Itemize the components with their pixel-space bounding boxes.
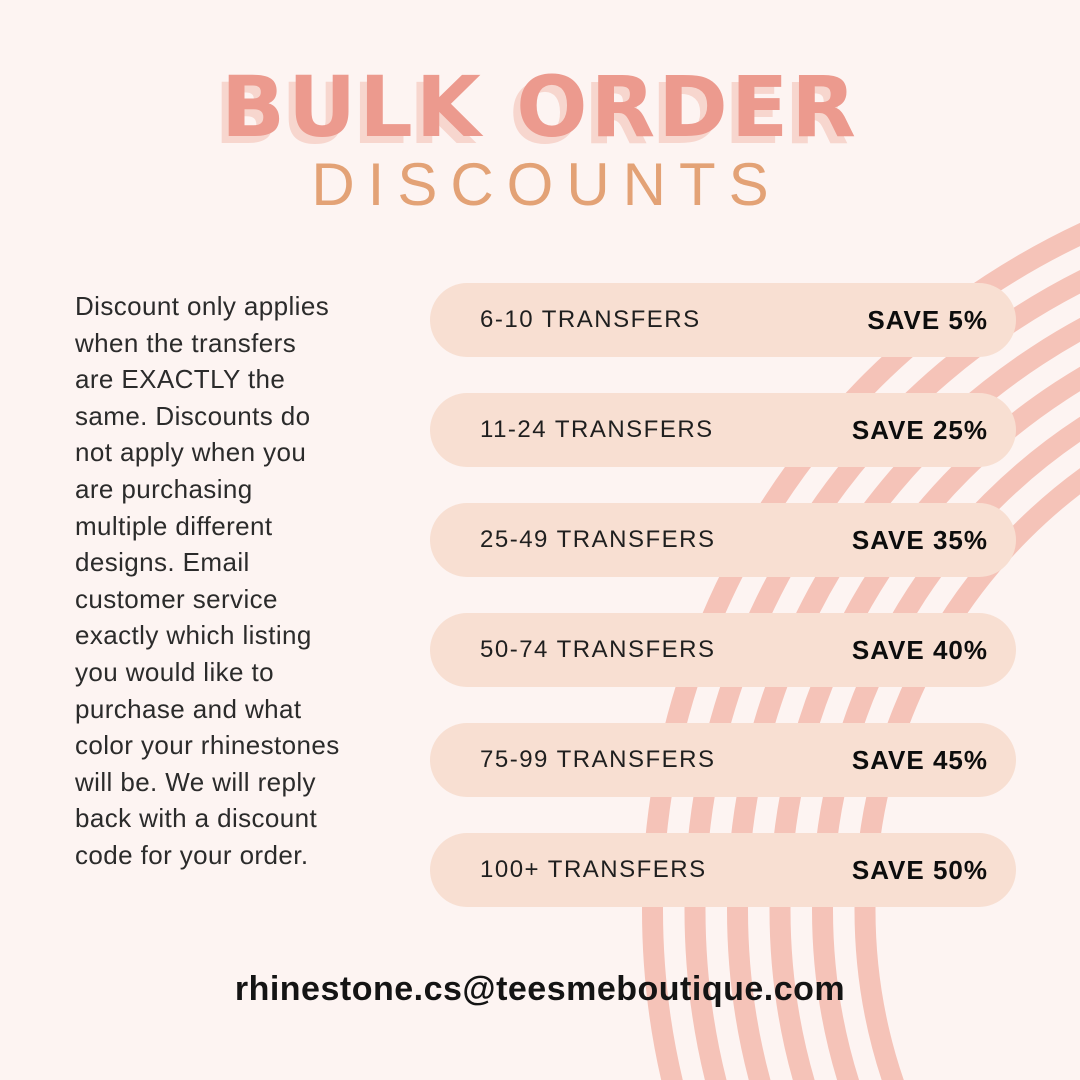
stripe-arc <box>684 270 1080 1080</box>
stripe-arc <box>642 223 1080 1080</box>
save-percent-label: SAVE 50% <box>851 854 988 885</box>
page-title: BULK ORDER <box>221 58 859 156</box>
transfer-range-label: 25-49 TRANSFERS <box>480 526 716 553</box>
stripe-arc <box>854 468 1080 1080</box>
save-percent-label: SAVE 25% <box>851 414 988 445</box>
discount-policy-text: Discount only applies when the transfers… <box>75 291 340 870</box>
discount-row-1: 6-10 TRANSFERS SAVE 5% <box>430 283 1016 357</box>
discount-row-3: 25-49 TRANSFERS SAVE 35% <box>430 503 1016 577</box>
discount-table: 6-10 TRANSFERS SAVE 5% 11-24 TRANSFERS S… <box>430 283 1016 943</box>
transfer-range-label: 100+ TRANSFERS <box>480 856 707 883</box>
page-subtitle: DISCOUNTS <box>311 151 782 218</box>
discount-row-5: 75-99 TRANSFERS SAVE 45% <box>430 723 1016 797</box>
discount-row-4: 50-74 TRANSFERS SAVE 40% <box>430 613 1016 687</box>
stripe-arc <box>769 366 1080 1080</box>
transfer-range-label: 75-99 TRANSFERS <box>480 746 716 773</box>
save-percent-label: SAVE 35% <box>851 524 988 555</box>
save-percent-label: SAVE 5% <box>867 304 988 335</box>
discount-row-2: 11-24 TRANSFERS SAVE 25% <box>430 393 1016 467</box>
transfer-range-label: 11-24 TRANSFERS <box>480 416 714 443</box>
contact-email: rhinestone.cs@teesmeboutique.com <box>234 970 846 1008</box>
transfer-range-label: 50-74 TRANSFERS <box>480 636 716 663</box>
stripe-arc <box>812 416 1080 1080</box>
transfer-range-label: 6-10 TRANSFERS <box>480 306 701 333</box>
save-percent-label: SAVE 45% <box>851 744 988 775</box>
save-percent-label: SAVE 40% <box>851 634 988 665</box>
discount-row-6: 100+ TRANSFERS SAVE 50% <box>430 833 1016 907</box>
stripe-arc <box>727 318 1080 1080</box>
